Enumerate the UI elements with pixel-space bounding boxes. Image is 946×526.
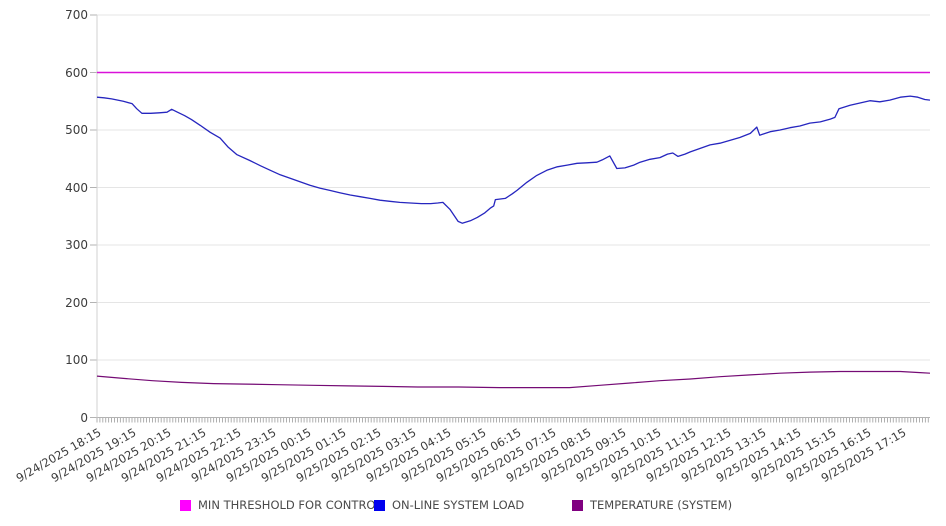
series-line-1 — [96, 95, 931, 224]
series-line-2 — [96, 370, 931, 389]
legend-item-temperature-system[interactable]: TEMPERATURE (SYSTEM) — [572, 497, 732, 513]
min-threshold-swatch-icon — [180, 499, 191, 511]
legend-item-online-system-load[interactable]: ON-LINE SYSTEM LOAD — [374, 497, 524, 513]
y-tick-label: 100 — [65, 353, 88, 367]
online-system-load-swatch-icon — [374, 499, 385, 511]
y-tick-label: 0 — [80, 410, 88, 425]
legend-item-min-threshold[interactable]: MIN THRESHOLD FOR CONTROL — [180, 497, 382, 513]
y-tick-label: 400 — [65, 180, 88, 195]
y-tick-label: 500 — [65, 123, 88, 137]
temperature-system-swatch-icon — [572, 499, 583, 511]
legend-label: TEMPERATURE (SYSTEM) — [590, 498, 733, 512]
y-tick-label: 200 — [65, 295, 88, 310]
y-tick-label: 300 — [65, 238, 88, 252]
chart-legend: MIN THRESHOLD FOR CONTROL ON-LINE SYSTEM… — [0, 497, 946, 515]
y-tick-label: 700 — [65, 8, 88, 22]
legend-label: MIN THRESHOLD FOR CONTROL — [198, 498, 382, 512]
y-tick-label: 600 — [65, 65, 88, 80]
legend-label: ON-LINE SYSTEM LOAD — [392, 498, 525, 512]
